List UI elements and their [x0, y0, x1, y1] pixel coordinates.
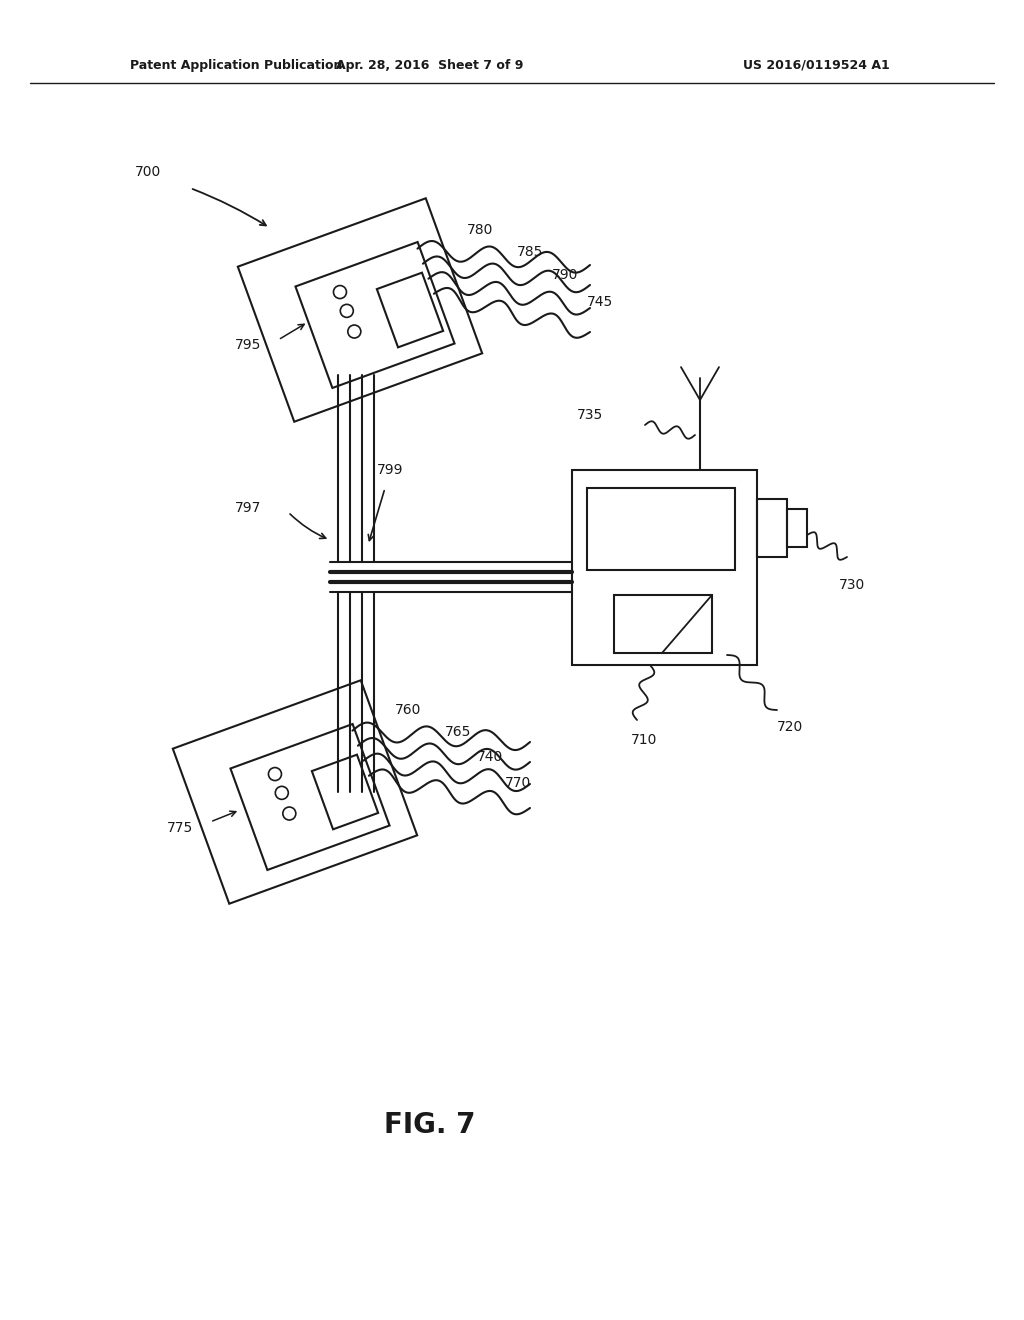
Bar [614, 595, 712, 653]
Bar [572, 470, 757, 665]
Bar [757, 499, 787, 557]
Bar [296, 242, 455, 388]
Text: 790: 790 [552, 268, 579, 282]
Text: 797: 797 [234, 502, 261, 515]
Text: 765: 765 [444, 725, 471, 739]
Text: 760: 760 [395, 704, 421, 717]
Bar [377, 273, 443, 347]
Text: 745: 745 [587, 294, 613, 309]
Bar [312, 755, 378, 829]
Text: Patent Application Publication: Patent Application Publication [130, 58, 342, 71]
Text: 710: 710 [631, 733, 657, 747]
Text: US 2016/0119524 A1: US 2016/0119524 A1 [743, 58, 890, 71]
Text: Apr. 28, 2016  Sheet 7 of 9: Apr. 28, 2016 Sheet 7 of 9 [336, 58, 523, 71]
Text: 785: 785 [517, 246, 543, 259]
Text: 780: 780 [467, 223, 494, 238]
Bar [587, 488, 735, 570]
Text: 730: 730 [839, 578, 865, 591]
Bar [787, 510, 807, 546]
Text: FIG. 7: FIG. 7 [384, 1111, 476, 1139]
Text: 795: 795 [234, 338, 261, 352]
Bar [230, 725, 389, 870]
Text: 740: 740 [477, 750, 503, 764]
Text: 770: 770 [505, 776, 531, 789]
Bar [238, 198, 482, 421]
Text: 700: 700 [135, 165, 161, 180]
Text: 735: 735 [577, 408, 603, 422]
Text: 799: 799 [377, 463, 403, 477]
Text: 775: 775 [167, 821, 194, 836]
Text: 720: 720 [777, 719, 803, 734]
Bar [173, 680, 417, 904]
